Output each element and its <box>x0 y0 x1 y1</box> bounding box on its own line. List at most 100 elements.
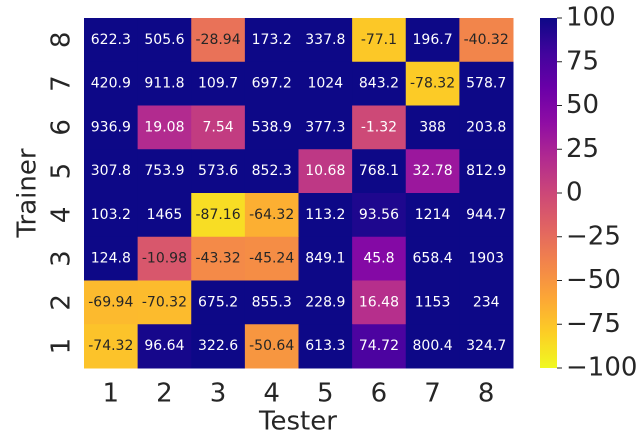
cell-label: 613.3 <box>305 338 345 354</box>
x-tick-label: 1 <box>103 379 120 409</box>
heatmap-cell <box>459 236 514 281</box>
heatmap-cell <box>459 105 514 150</box>
cell-label: 203.8 <box>466 119 506 135</box>
cell-label: 1465 <box>147 207 183 223</box>
cell-label: 852.3 <box>252 163 292 179</box>
heatmap-cell <box>352 324 407 369</box>
heatmap-cell <box>405 280 460 325</box>
x-tick-label: 5 <box>317 379 334 409</box>
heatmap-cell <box>244 236 299 281</box>
cell-label: 812.9 <box>466 163 506 179</box>
cell-label: 1903 <box>468 251 504 267</box>
cell-label: 16.48 <box>359 294 399 310</box>
x-tick-label: 6 <box>371 379 388 409</box>
heatmap-cell <box>191 105 246 150</box>
cell-label: 855.3 <box>252 294 292 310</box>
cell-label: -1.32 <box>361 119 397 135</box>
cell-label: 420.9 <box>91 76 131 92</box>
x-tick-label: 2 <box>156 379 173 409</box>
heatmap-cell <box>405 193 460 238</box>
cell-label: 32.78 <box>413 163 453 179</box>
cell-label: 578.7 <box>466 76 506 92</box>
heatmap-cell <box>191 324 246 369</box>
heatmap-cell <box>84 236 139 281</box>
colorbar-tick-label: 0 <box>566 178 583 208</box>
cell-label: 753.9 <box>144 163 184 179</box>
heatmap-cell <box>137 105 192 150</box>
heatmap-cell <box>84 324 139 369</box>
heatmap-cell <box>352 236 407 281</box>
heatmap-cell <box>352 149 407 194</box>
cell-label: 19.08 <box>144 119 184 135</box>
heatmap-cell <box>191 236 246 281</box>
x-tick-label: 8 <box>478 379 495 409</box>
heatmap-cell <box>244 105 299 150</box>
y-axis-label: Trainer <box>13 148 43 238</box>
y-tick-label: 4 <box>47 207 77 224</box>
cell-label: 1024 <box>307 76 343 92</box>
heatmap-cell <box>298 236 353 281</box>
cell-label: 93.56 <box>359 207 399 223</box>
heatmap-cell <box>84 280 139 325</box>
cell-label: 936.9 <box>91 119 131 135</box>
heatmap-cell <box>244 280 299 325</box>
colorbar-tick-label: −100 <box>566 353 637 383</box>
heatmap-cell <box>352 18 407 63</box>
cell-label: 505.6 <box>144 32 184 48</box>
cell-label: 843.2 <box>359 76 399 92</box>
heatmap-cell <box>244 61 299 106</box>
cell-label: 322.6 <box>198 338 238 354</box>
colorbar-tick-label: 50 <box>566 90 599 120</box>
heatmap-cell <box>459 61 514 106</box>
cell-label: 337.8 <box>305 32 345 48</box>
cell-label: 849.1 <box>305 251 345 267</box>
cell-label: -50.64 <box>249 338 294 354</box>
heatmap-cell <box>298 149 353 194</box>
heatmap-cell <box>405 236 460 281</box>
cell-label: 377.3 <box>305 119 345 135</box>
cell-label: -77.1 <box>361 32 397 48</box>
y-tick-label: 2 <box>47 294 77 311</box>
heatmap-cell <box>352 193 407 238</box>
heatmap-cell <box>352 61 407 106</box>
heatmap-cell <box>244 18 299 63</box>
heatmap-cell <box>244 324 299 369</box>
cell-label: -74.32 <box>88 338 133 354</box>
heatmap-cell <box>244 193 299 238</box>
heatmap-cell <box>405 18 460 63</box>
heatmap-cell <box>84 193 139 238</box>
cell-label: -45.24 <box>249 251 294 267</box>
y-tick-label: 5 <box>47 163 77 180</box>
cell-label: 10.68 <box>305 163 345 179</box>
cell-label: 113.2 <box>305 207 345 223</box>
cell-label: 7.54 <box>202 119 233 135</box>
heatmap-cell <box>405 61 460 106</box>
heatmap-cell <box>459 280 514 325</box>
cell-label: 196.7 <box>413 32 453 48</box>
cell-label: 800.4 <box>413 338 453 354</box>
colorbar-tick-label: 100 <box>566 3 616 33</box>
heatmap-cell <box>298 324 353 369</box>
heatmap-cell <box>459 193 514 238</box>
x-tick-label: 3 <box>210 379 227 409</box>
cell-label: -64.32 <box>249 207 294 223</box>
heatmap-cell <box>352 280 407 325</box>
heatmap-cell <box>298 280 353 325</box>
y-tick-label: 3 <box>47 250 77 267</box>
colorbar-tick-label: −75 <box>566 309 621 339</box>
cell-label: 96.64 <box>144 338 184 354</box>
cell-label: 538.9 <box>252 119 292 135</box>
heatmap-cell <box>405 324 460 369</box>
heatmap-cell <box>84 18 139 63</box>
cell-label: 675.2 <box>198 294 238 310</box>
heatmap-cell <box>459 18 514 63</box>
colorbar-tick-label: 75 <box>566 46 599 76</box>
cell-label: 573.6 <box>198 163 238 179</box>
x-tick-label: 7 <box>424 379 441 409</box>
heatmap-cell <box>244 149 299 194</box>
heatmap-cell <box>191 280 246 325</box>
cell-label: 45.8 <box>363 251 394 267</box>
cell-label: 1153 <box>415 294 451 310</box>
heatmap-cell <box>84 105 139 150</box>
